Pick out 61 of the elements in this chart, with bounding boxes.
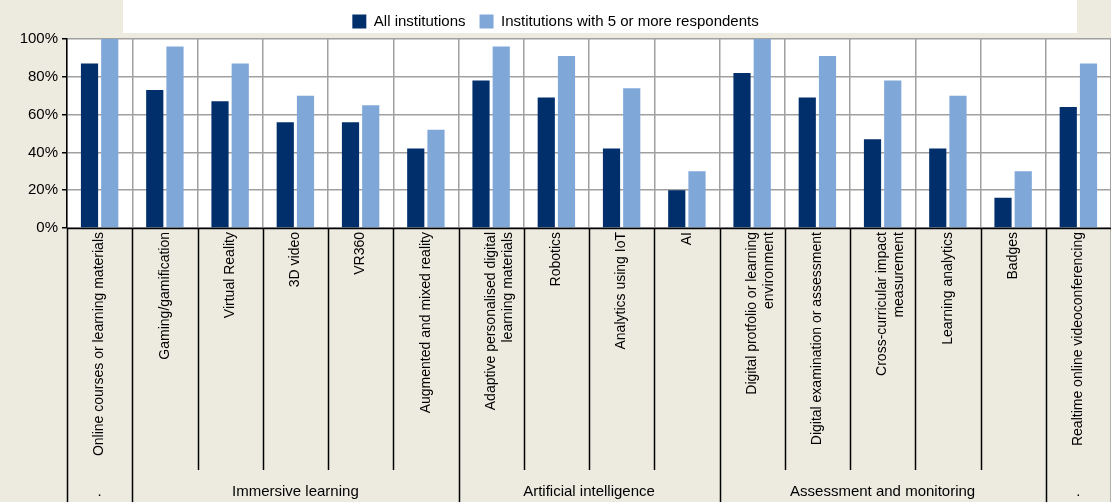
x-tick-label: Online courses or learning materials xyxy=(90,232,107,457)
bar xyxy=(863,139,882,228)
bar xyxy=(472,80,490,228)
bar xyxy=(296,95,315,228)
bar xyxy=(733,73,751,228)
y-tick-label: 80% xyxy=(27,66,58,84)
bar xyxy=(492,46,510,228)
x-tick-label: Realtime online videoconferencing xyxy=(1069,232,1086,447)
y-tick-label: 20% xyxy=(27,180,58,198)
bar xyxy=(1059,107,1077,228)
bar xyxy=(427,129,445,228)
bar xyxy=(884,80,902,228)
bar xyxy=(166,46,184,228)
x-tick-label: Virtual Reality xyxy=(220,232,237,319)
bar xyxy=(557,56,576,228)
bar xyxy=(80,63,99,228)
bar xyxy=(276,122,294,228)
text: . xyxy=(1076,481,1081,499)
bar xyxy=(537,97,555,228)
y-tick-label: 40% xyxy=(27,142,58,160)
bar xyxy=(798,97,816,228)
bar xyxy=(1079,63,1098,228)
y-tick-label: 60% xyxy=(27,104,58,122)
bar xyxy=(753,39,771,228)
bar xyxy=(146,90,164,228)
y-tick-label: 0% xyxy=(36,218,58,236)
bar xyxy=(949,95,967,228)
x-tick-label: Gaming/gamification xyxy=(155,232,172,360)
text: . xyxy=(97,481,102,499)
x-tick-label: Learning analytics xyxy=(938,232,955,345)
bar xyxy=(341,122,360,228)
legend-label: Institutions with 5 or more respondents xyxy=(501,11,759,29)
y-tick-label: 100% xyxy=(19,29,58,47)
bar xyxy=(362,105,380,228)
x-tick-label: AI xyxy=(677,232,694,246)
legend-label: All institutions xyxy=(373,11,466,29)
bar xyxy=(602,148,621,228)
x-tick-label: Robotics xyxy=(547,232,564,287)
bar xyxy=(929,148,947,228)
bar xyxy=(211,101,229,228)
x-tick-label: Digital protfolio or learning environment xyxy=(742,231,776,395)
x-tick-label: VR360 xyxy=(351,231,368,275)
bar xyxy=(101,39,119,228)
x-tick-label: 3D video xyxy=(286,231,303,288)
bar xyxy=(818,56,837,228)
bar xyxy=(668,190,686,228)
bar xyxy=(231,63,249,228)
text: Assessment and monitoring xyxy=(790,481,976,499)
x-tick-label: Analytics using IoT xyxy=(612,231,629,350)
x-tick-label: Cross-curricular impact measurement xyxy=(873,231,907,376)
x-tick-label: Badges xyxy=(1003,232,1020,280)
x-tick-label: Adaptive personalised digital learning materials xyxy=(481,232,515,411)
bar xyxy=(994,197,1012,228)
bar xyxy=(688,171,706,228)
x-tick-label: Augmented and mixed reality xyxy=(416,232,433,414)
text: Immersive learning xyxy=(232,481,359,499)
x-tick-label: Digital examination or assessment xyxy=(808,231,825,446)
bar xyxy=(407,148,425,228)
bar xyxy=(1014,171,1032,228)
text: Artificial intelligence xyxy=(523,481,655,499)
bar xyxy=(623,88,641,228)
